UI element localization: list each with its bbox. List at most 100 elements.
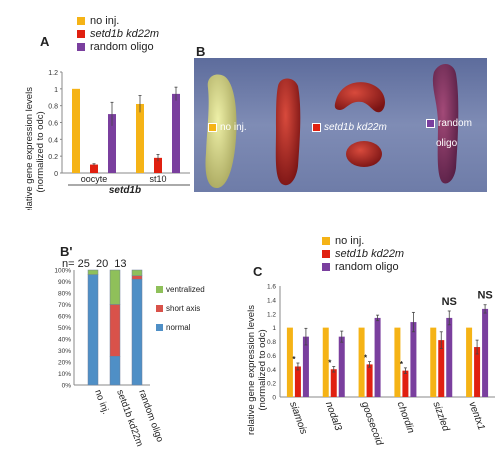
legend-label: random oligo bbox=[335, 260, 399, 273]
bar bbox=[154, 157, 162, 173]
stacked-segment bbox=[131, 269, 143, 276]
embryo-photo: no inj. setd1b kd22m random oligo bbox=[194, 58, 487, 192]
legend-swatch bbox=[77, 16, 85, 25]
bar bbox=[394, 327, 401, 397]
stacked-segment bbox=[109, 356, 121, 386]
bar bbox=[430, 327, 437, 397]
n-counts: n= 25 20 13 bbox=[62, 258, 127, 270]
label-text: no inj. bbox=[220, 122, 247, 133]
y-tick-label: 0.8 bbox=[48, 104, 58, 111]
significance-ns: NS bbox=[477, 290, 492, 302]
bar bbox=[474, 347, 481, 397]
y-tick-label: 1.6 bbox=[267, 284, 276, 291]
bar bbox=[322, 327, 329, 397]
legend-label: setd1b kd22m bbox=[335, 247, 405, 260]
x-axis-label: setd1b bbox=[109, 185, 141, 196]
y-tick-label: 1.2 bbox=[48, 70, 58, 77]
y-tick-label: 1 bbox=[54, 87, 58, 94]
label-kd22m: setd1b kd22m bbox=[312, 122, 387, 133]
legend-swatch bbox=[156, 286, 163, 293]
stacked-segment bbox=[87, 274, 99, 386]
y-tick-label: 0.4 bbox=[48, 137, 58, 144]
bar bbox=[366, 364, 373, 397]
legend-swatch bbox=[322, 262, 330, 271]
legend-swatch bbox=[77, 29, 85, 38]
legend-label: ventralized bbox=[166, 285, 205, 294]
panel-a-letter: A bbox=[40, 34, 50, 49]
chart-b2: 0% 10% 20% 30% 40% 50% 60% 70% 80% 90% 100% no inj.… bbox=[54, 268, 205, 449]
chart-c: relative gene expression levels (normali… bbox=[246, 284, 495, 447]
panel-b2-letter: B' bbox=[60, 244, 73, 259]
stacked-segment bbox=[131, 278, 143, 386]
label-no-inj: no inj. bbox=[208, 122, 247, 133]
y-axis-label: relative gene expression levels bbox=[246, 305, 257, 435]
bar bbox=[172, 93, 180, 173]
legend-label: normal bbox=[166, 323, 191, 332]
y-tick-label: 80% bbox=[58, 291, 71, 298]
legend-item: setd1b kd22m bbox=[77, 27, 159, 40]
x-tick-label: nodal3 bbox=[323, 400, 344, 432]
bar bbox=[338, 336, 345, 397]
stacked-segment bbox=[109, 304, 121, 357]
significance-ns: NS bbox=[442, 296, 457, 308]
y-tick-label: 20% bbox=[58, 360, 71, 367]
embryo-no-inj bbox=[205, 74, 237, 189]
legend-swatch bbox=[322, 249, 330, 258]
legend-c: no inj. setd1b kd22m random oligo bbox=[322, 234, 404, 273]
y-tick-label: 30% bbox=[58, 348, 71, 355]
embryo-kd-round bbox=[346, 141, 382, 167]
y-tick-label: 40% bbox=[58, 337, 71, 344]
legend-a: no inj. setd1b kd22m random oligo bbox=[77, 14, 159, 53]
legend-swatch bbox=[322, 236, 330, 245]
bar bbox=[402, 370, 409, 397]
y-tick-label: 60% bbox=[58, 314, 71, 321]
bar bbox=[302, 336, 309, 397]
x-tick-label: sizzled bbox=[430, 400, 451, 433]
stacked-segment bbox=[109, 269, 121, 305]
significance-star: * bbox=[328, 358, 332, 367]
embryo-kd-elongated bbox=[275, 78, 301, 186]
legend-label: setd1b kd22m bbox=[90, 27, 160, 40]
y-tick-label: 0 bbox=[54, 171, 58, 178]
legend-swatch bbox=[426, 119, 435, 128]
y-tick-label: 0.2 bbox=[48, 154, 58, 161]
stacked-segment bbox=[87, 269, 99, 275]
y-tick-label: 100% bbox=[54, 268, 71, 275]
significance-star: * bbox=[364, 354, 368, 363]
legend-label: no inj. bbox=[90, 14, 120, 27]
bar bbox=[72, 88, 80, 173]
y-tick-label: 0% bbox=[62, 383, 72, 390]
x-tick-label: st10 bbox=[149, 174, 166, 184]
bar bbox=[482, 308, 489, 397]
legend-label: short axis bbox=[166, 304, 200, 313]
bar bbox=[374, 317, 381, 397]
label-text: setd1b kd22m bbox=[324, 122, 387, 133]
legend-item: random oligo bbox=[322, 260, 404, 273]
bar bbox=[358, 327, 365, 397]
y-axis-label: relative gene expression levels bbox=[24, 87, 35, 210]
label-oligo: oligo bbox=[436, 138, 458, 149]
y-tick-label: 50% bbox=[58, 325, 71, 332]
y-axis-label-sub: (normalized to odc) bbox=[257, 329, 268, 410]
legend-item: random oligo bbox=[77, 40, 159, 53]
y-tick-label: 1.4 bbox=[267, 297, 276, 304]
bar bbox=[136, 103, 144, 173]
y-tick-label: 0.6 bbox=[48, 121, 58, 128]
legend-label: no inj. bbox=[335, 234, 365, 247]
y-tick-label: 90% bbox=[58, 279, 71, 286]
significance-star: * bbox=[292, 355, 296, 364]
x-tick-label: goosecoid bbox=[359, 400, 385, 447]
x-tick-label: chordin bbox=[395, 400, 417, 435]
bar bbox=[294, 366, 301, 397]
legend-item: no inj. bbox=[322, 234, 404, 247]
legend-swatch bbox=[312, 123, 321, 132]
y-tick-label: 0.4 bbox=[267, 367, 276, 374]
bar bbox=[108, 114, 116, 173]
y-tick-label: 70% bbox=[58, 302, 71, 309]
bar bbox=[410, 322, 417, 397]
x-tick-label: oocyte bbox=[81, 174, 108, 184]
y-tick-label: 10% bbox=[58, 371, 71, 378]
legend-swatch bbox=[208, 123, 217, 132]
y-tick-label: 0.2 bbox=[267, 381, 276, 388]
chart-a: relative gene expression levels (normali… bbox=[24, 70, 190, 210]
